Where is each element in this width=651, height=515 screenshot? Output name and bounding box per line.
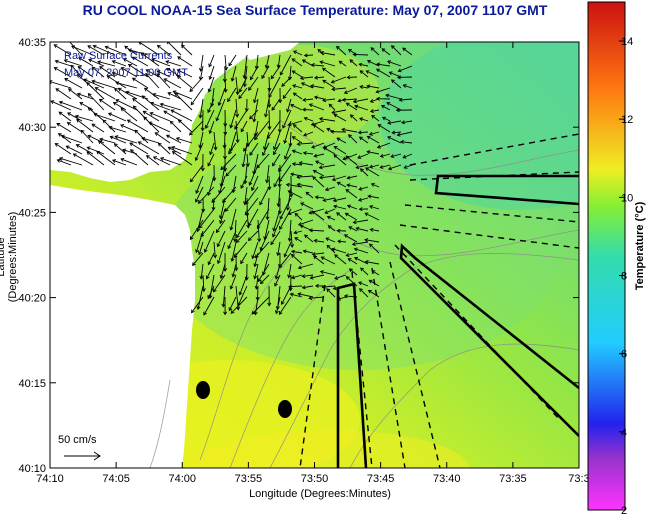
legend-line-1: Raw Surface Currents [64, 50, 173, 62]
colorbar-tick-label: 6 [621, 349, 627, 361]
y-tick-label: 40:30 [18, 122, 46, 134]
colorbar-tick-label: 10 [621, 192, 633, 204]
x-tick-label: 74:05 [102, 473, 130, 485]
x-tick-label: 74:10 [36, 473, 64, 485]
colorbar-tick-label: 2 [621, 505, 627, 515]
transect-lines [299, 133, 579, 468]
y-tick-label: 40:35 [18, 37, 46, 49]
colorbar-label: Temperature (°C) [634, 201, 646, 291]
buoy-marker-2 [278, 400, 292, 418]
figure-title: RU COOL NOAA-15 Sea Surface Temperature:… [82, 2, 548, 18]
x-tick-label: 73:45 [367, 473, 395, 485]
y-tick-label: 40:25 [18, 207, 46, 219]
legend-line-2: May 07, 2007 11:00 GMT [64, 67, 188, 79]
colorbar-tick-label: 12 [621, 114, 633, 126]
x-tick-label: 73:3 [568, 473, 589, 485]
y-tick-label: 40:20 [18, 293, 46, 305]
x-axis-label: Longitude (Degrees:Minutes) [249, 488, 391, 500]
y-tick-label: 40:10 [18, 463, 46, 475]
x-tick-label: 73:55 [235, 473, 263, 485]
x-tick-label: 73:40 [433, 473, 461, 485]
scale-label: 50 cm/s [58, 434, 97, 446]
y-axis-label: Latitude (Degrees:Minutes) [0, 211, 19, 303]
land-mass [50, 42, 250, 182]
surface-current-vectors [50, 42, 413, 316]
colorbar-tick-label: 8 [621, 271, 627, 283]
sst-field [50, 42, 579, 468]
coastline-land [50, 185, 195, 468]
colorbar-tick-label: 4 [621, 427, 627, 439]
buoy-marker-1 [196, 381, 210, 399]
x-tick-label: 74:00 [168, 473, 196, 485]
x-tick-label: 73:35 [499, 473, 527, 485]
x-tick-label: 73:50 [301, 473, 329, 485]
colorbar [587, 1, 626, 511]
y-tick-label: 40:15 [18, 378, 46, 390]
colorbar-tick-label: 14 [621, 36, 633, 48]
glider-tracks [336, 174, 579, 468]
